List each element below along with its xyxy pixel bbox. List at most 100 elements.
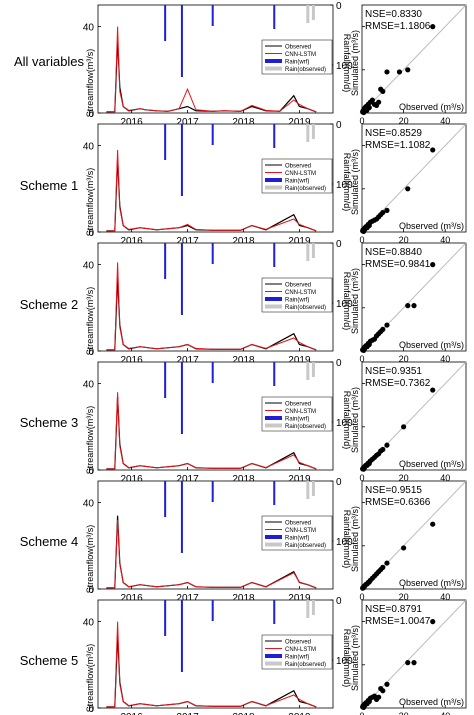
rain-wrf-bar xyxy=(211,600,214,621)
scatter-point xyxy=(430,619,436,625)
legend-label: Rain(observed) xyxy=(285,662,326,668)
rain-wrf-bar xyxy=(211,5,214,26)
legend-label: Rain(wrf) xyxy=(285,60,309,66)
x-tick-label: 2018 xyxy=(232,355,255,366)
y-tick-label: 0 xyxy=(88,585,94,596)
legend-swatch-rain-observed xyxy=(265,185,282,190)
scatter-x-tick-label: 20 xyxy=(399,235,409,245)
y-tick-label: 40 xyxy=(83,23,95,34)
y-tick-label: 40 xyxy=(83,261,95,272)
legend-label: Observed xyxy=(285,402,311,408)
row-label-scheme-5: Scheme 5 xyxy=(19,653,79,668)
rain-tick-label: 100 xyxy=(336,180,353,191)
legend-label: CNN-LSTM xyxy=(285,409,316,415)
observed-axis-label: Observed (m³/s) xyxy=(399,102,464,112)
legend-label: Rain(wrf) xyxy=(285,417,309,423)
scatter-x-tick-label: 0 xyxy=(359,592,364,602)
legend-swatch-rain-wrf xyxy=(265,178,282,182)
scatter-point xyxy=(384,322,390,328)
rain-tick-label: 0 xyxy=(336,1,342,12)
y-tick-label: 0 xyxy=(88,228,94,239)
rain-tick-label: 100 xyxy=(336,61,353,72)
rain-tick-label: 0 xyxy=(336,596,342,607)
scatter-x-tick-label: 40 xyxy=(440,473,450,483)
rainfall-axis-label: Rainfall(mm/d) xyxy=(342,153,352,212)
rain-wrf-bar xyxy=(180,600,183,672)
scatter-point xyxy=(369,97,375,103)
scatter-x-tick-label: 20 xyxy=(399,473,409,483)
scatter-point xyxy=(401,424,407,430)
scatter-point xyxy=(430,147,436,153)
observed-axis-label: Observed (m³/s) xyxy=(399,221,464,231)
x-tick-label: 2019 xyxy=(288,712,311,715)
rain-wrf-bar xyxy=(211,124,214,145)
scatter-point xyxy=(411,303,417,309)
rain-observed-bar xyxy=(306,243,310,261)
rain-tick-label: 100 xyxy=(336,418,353,429)
rain-wrf-bar xyxy=(273,124,276,148)
rain-observed-bar xyxy=(311,481,315,496)
legend-swatch-rain-observed xyxy=(265,304,282,309)
x-tick-label: 2018 xyxy=(232,236,255,247)
nse-label: NSE=0.8330 xyxy=(365,9,422,20)
rmse-label: RMSE=1.0047 xyxy=(365,616,431,627)
nse-label: NSE=0.8791 xyxy=(365,604,422,615)
rain-wrf-bar xyxy=(180,243,183,315)
legend-label: Observed xyxy=(285,283,311,289)
legend-swatch-rain-observed xyxy=(265,423,282,428)
scatter-point xyxy=(430,387,436,393)
y-tick-label: 0 xyxy=(88,109,94,120)
rmse-label: RMSE=1.1082 xyxy=(365,140,431,151)
legend-label: Rain(observed) xyxy=(285,543,326,549)
scatter-point xyxy=(411,660,417,666)
legend-label: CNN-LSTM xyxy=(285,647,316,653)
scatter-point xyxy=(401,545,407,551)
cnn-lstm-line xyxy=(106,262,317,351)
scatter-point xyxy=(430,24,436,30)
y-tick-label: 40 xyxy=(83,142,95,153)
row-label-scheme-4: Scheme 4 xyxy=(19,534,79,549)
x-tick-label: 2017 xyxy=(176,117,199,128)
cnn-lstm-line xyxy=(106,149,317,232)
x-tick-label: 2019 xyxy=(288,474,311,485)
row-label-scheme-3: Scheme 3 xyxy=(19,415,79,430)
scatter-x-tick-label: 40 xyxy=(440,592,450,602)
row-label-scheme-2: Scheme 2 xyxy=(19,297,79,312)
scatter-point xyxy=(384,681,390,687)
legend-label: Observed xyxy=(285,640,311,646)
x-tick-label: 2017 xyxy=(176,593,199,604)
streamflow-axis-label: Streamflow(m³/s) xyxy=(85,287,95,356)
y-tick-label: 0 xyxy=(88,704,94,715)
rain-wrf-bar xyxy=(164,124,167,160)
rain-tick-label: 0 xyxy=(336,120,342,131)
simulated-axis-label: Simulated (m³/s) xyxy=(350,268,360,334)
rain-wrf-bar xyxy=(273,5,276,29)
rain-wrf-bar xyxy=(180,5,183,77)
scatter-point xyxy=(430,521,436,527)
x-tick-label: 2016 xyxy=(120,474,143,485)
x-tick-label: 2019 xyxy=(288,355,311,366)
scatter-point xyxy=(384,207,390,213)
rainfall-axis-label: Rainfall(mm/d) xyxy=(342,391,352,450)
legend-label: CNN-LSTM xyxy=(285,290,316,296)
scatter-x-tick-label: 40 xyxy=(440,235,450,245)
nse-label: NSE=0.8529 xyxy=(365,128,422,139)
x-tick-label: 2018 xyxy=(232,593,255,604)
x-tick-label: 2016 xyxy=(120,355,143,366)
legend-swatch-rain-observed xyxy=(265,661,282,666)
scatter-x-tick-label: 20 xyxy=(399,354,409,364)
legend-label: CNN-LSTM xyxy=(285,528,316,534)
rain-tick-label: 0 xyxy=(336,358,342,369)
rain-wrf-bar xyxy=(164,600,167,636)
legend-swatch-rain-wrf xyxy=(265,416,282,420)
observed-axis-label: Observed (m³/s) xyxy=(399,459,464,469)
y-tick-label: 0 xyxy=(88,466,94,477)
scatter-x-tick-label: 20 xyxy=(399,592,409,602)
rain-wrf-bar xyxy=(211,481,214,502)
legend-label: Rain(observed) xyxy=(285,67,326,73)
rain-tick-label: 0 xyxy=(336,239,342,250)
scatter-x-tick-label: 0 xyxy=(359,473,364,483)
legend-label: Rain(wrf) xyxy=(285,655,309,661)
